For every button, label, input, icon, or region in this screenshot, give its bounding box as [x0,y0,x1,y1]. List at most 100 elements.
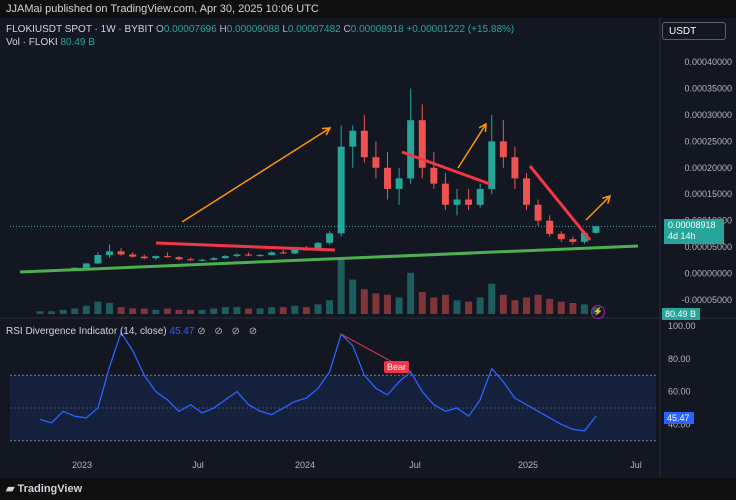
footer-brand: TradingView [17,483,83,495]
time-axis-label: 2024 [295,460,315,470]
candle-body [175,257,183,260]
publisher-text: JJAMai published on TradingView.com, Apr… [6,3,319,15]
volume-bar [372,293,380,314]
low-label: L [282,24,288,35]
volume-bar [499,294,507,314]
volume-bar [256,308,264,314]
volume-bar [198,309,206,314]
candle-body [268,252,276,256]
volume-bar [163,308,171,314]
volume-bar [245,308,252,314]
candle-body [569,239,577,242]
candle-body [279,252,287,254]
close-label: C [343,24,351,35]
price-tick-label: 0.00015000 [684,189,732,199]
volume-bar [279,307,287,314]
price-tick-label: 0.00005000 [684,242,732,252]
volume-bar [82,305,90,314]
symbol-name[interactable]: FLOKIUSDT SPOT · 1W · BYBIT [6,24,154,35]
volume-bar [511,300,519,314]
volume-bar [488,283,496,314]
volume-bar [407,272,415,314]
candle-body [198,259,206,261]
open-label: O [156,24,164,35]
volume-bar [94,301,102,314]
time-axis-label: 2025 [518,460,538,470]
candle-body [245,254,252,256]
volume-bar [117,307,125,314]
volume-bar [233,307,241,314]
candle-body [291,249,299,254]
last-price-tag: 0.00008918 4d 14h [664,219,724,244]
candle-body [546,220,554,234]
high-value: 0.00009088 [226,24,280,35]
resistance-trendline-1 [155,241,336,252]
change-value: +0.00001222 (+15.88%) [406,24,515,35]
volume-bar [71,308,79,314]
candle-body [210,258,218,260]
volume-bar [580,304,588,314]
rsi-tick-label: 40.00 [668,419,691,429]
volume-bar [384,294,391,314]
volume-bar [221,307,229,314]
up-arrow-2-head [478,122,487,133]
volume-bar [187,309,195,314]
bear-divergence-label: Bear [384,361,410,373]
rsi-band [10,375,656,441]
lightning-icon[interactable]: ⚡ [591,305,605,319]
tv-logo-icon: ▰ [6,483,15,495]
volume-bar [302,307,310,314]
candle-body [152,256,160,259]
candle-body [465,199,473,205]
volume-bar [210,308,218,314]
volume-bar [523,297,530,314]
volume-bar [175,309,183,314]
candle-body [488,141,496,189]
candle-body [523,178,530,205]
candle-body [384,167,391,189]
candle-body [82,263,90,268]
chart-area[interactable]: 0.00040000 0.00035000 0.00030000 0.00025000… [0,18,736,478]
rsi-tick-label: 80.00 [668,354,691,364]
volume-bar [337,259,345,314]
volume-bar [59,309,67,314]
resistance-trendline-2 [401,150,491,186]
publisher-bar: JJAMai published on TradingView.com, Apr… [0,0,736,18]
volume-label[interactable]: Vol · FLOKI [6,37,58,48]
rsi-tick-label: 100.00 [668,321,696,331]
candle-body [140,256,148,259]
candle-body [395,178,403,189]
candle-body [117,251,125,255]
candle-body [221,256,229,259]
candle-body [94,255,102,264]
rsi-title[interactable]: RSI Divergence Indicator (14, close) [6,326,167,337]
candle-body [106,251,113,256]
time-axis-label: Jul [409,460,421,470]
volume-legend: Vol · FLOKI 80.49 B [6,37,95,48]
volume-bar [569,303,577,314]
volume-bar [314,304,322,314]
candle-body [592,226,600,233]
candle-body [441,183,449,205]
volume-bar [430,297,438,314]
volume-tag: 80.49 B [662,308,700,320]
candle-body [499,141,507,158]
footer-bar: ▰ TradingView [0,478,736,500]
volume-bar [557,301,565,314]
up-arrow-2 [457,123,487,169]
volume-bar [534,294,542,314]
volume-bar [476,297,484,314]
open-value: 0.00007696 [163,24,217,35]
candle-body [430,167,438,184]
volume-bar [349,279,357,314]
tradingview-logo[interactable]: ▰ TradingView [6,478,82,500]
volume-bar [268,307,276,314]
currency-button[interactable]: USDT [662,22,726,40]
price-tick-label: -0.00005000 [681,295,732,305]
rsi-tick-label: 60.00 [668,387,691,397]
chart-svg[interactable]: 0.00040000 0.00035000 0.00030000 0.00025000… [0,18,736,478]
rsi-value-tag: 45.47 [664,412,694,424]
price-tick-label: 0.00020000 [684,163,732,173]
price-tick-label: 0.00025000 [684,136,732,146]
candle-body [476,188,484,205]
